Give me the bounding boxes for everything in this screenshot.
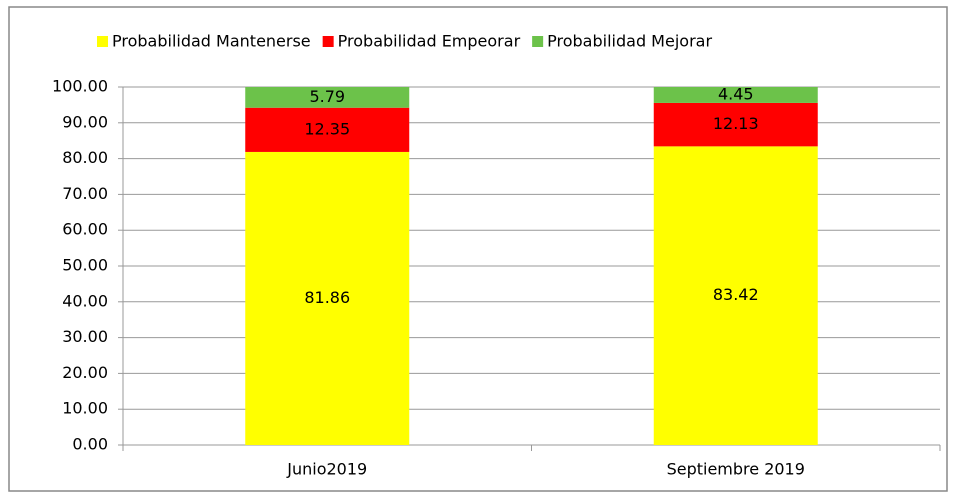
data-label: 5.79 bbox=[309, 87, 345, 106]
bar-segment bbox=[653, 146, 818, 446]
y-tick-label: 70.00 bbox=[62, 184, 108, 203]
data-label: 12.13 bbox=[713, 114, 759, 133]
bar-segment bbox=[245, 87, 410, 108]
y-tick-label: 80.00 bbox=[62, 148, 108, 167]
legend-label: Probabilidad Mejorar bbox=[547, 32, 712, 51]
legend-label: Probabilidad Empeorar bbox=[338, 32, 521, 51]
legend-swatch bbox=[97, 36, 108, 47]
x-tick-label: Junio2019 bbox=[286, 460, 367, 479]
y-tick-label: 100.00 bbox=[52, 77, 108, 96]
y-tick-label: 60.00 bbox=[62, 220, 108, 239]
data-label: 81.86 bbox=[304, 288, 350, 307]
y-tick-label: 40.00 bbox=[62, 291, 108, 310]
y-tick-label: 30.00 bbox=[62, 327, 108, 346]
legend-swatch bbox=[322, 36, 334, 47]
data-label: 4.45 bbox=[718, 84, 754, 103]
y-tick-label: 50.00 bbox=[62, 256, 108, 275]
y-tick-label: 20.00 bbox=[62, 363, 108, 382]
x-tick-label: Septiembre 2019 bbox=[667, 460, 805, 479]
bar-segment bbox=[245, 151, 410, 445]
data-label: 83.42 bbox=[713, 285, 759, 304]
y-tick-label: 0.00 bbox=[72, 435, 108, 454]
y-tick-label: 90.00 bbox=[62, 112, 108, 131]
bar-segment bbox=[653, 102, 818, 147]
data-label: 12.35 bbox=[304, 119, 350, 138]
y-tick-label: 10.00 bbox=[62, 399, 108, 418]
legend-label: Probabilidad Mantenerse bbox=[112, 32, 311, 51]
bar-segment bbox=[653, 87, 818, 103]
bar-segment bbox=[245, 107, 410, 152]
legend-swatch bbox=[532, 36, 544, 47]
